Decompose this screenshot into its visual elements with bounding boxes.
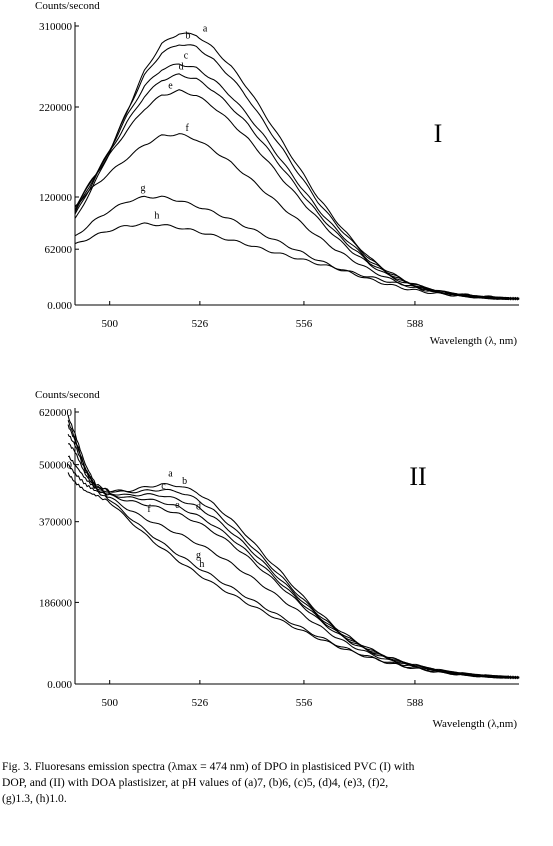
y-tick-label: 500000: [39, 460, 73, 472]
series-line-e: [68, 443, 520, 679]
series-line-b: [67, 415, 520, 679]
x-axis-title: Wavelength (λ,nm): [433, 718, 518, 730]
series-line-g: [67, 464, 520, 680]
y-tick-label: 186000: [39, 597, 73, 609]
x-tick-label: 500: [101, 697, 118, 709]
series-line-d: [67, 434, 520, 680]
series-line-a: [74, 32, 520, 301]
series-label-h: h: [199, 559, 204, 570]
series-line-h: [74, 222, 520, 300]
x-tick-label: 500: [101, 318, 118, 330]
series-label-e: e: [168, 80, 173, 91]
x-tick-label: 588: [407, 697, 424, 709]
series-line-b: [74, 44, 520, 300]
series-label-g: g: [196, 550, 201, 561]
y-tick-label: 310000: [39, 21, 73, 33]
series-label-h: h: [154, 210, 159, 221]
figure-canvas: 0.000 62000 120000 220000 310000 500 526 556 588…: [35, 0, 520, 730]
y-axis-title: Counts/second: [35, 0, 100, 12]
series-label-a: a: [168, 469, 173, 480]
series-label-b: b: [182, 476, 187, 487]
x-tick-label: 526: [192, 318, 209, 330]
series-line-g: [74, 195, 520, 301]
x-tick-label: 526: [192, 697, 209, 709]
series-label-d: d: [196, 502, 201, 513]
series-label-c: c: [161, 481, 166, 492]
y-tick-label: 62000: [45, 244, 73, 256]
series-line-c: [67, 424, 520, 680]
series-label-b: b: [186, 31, 191, 42]
y-tick-label: 0.000: [47, 300, 72, 312]
panel-label: I: [434, 119, 443, 148]
series-label-f: f: [186, 123, 190, 134]
series-line-d: [74, 73, 520, 301]
series-label-e: e: [175, 500, 180, 511]
y-tick-label: 370000: [39, 517, 73, 529]
y-tick-label: 620000: [39, 407, 73, 419]
caption-line-3: (g)1.3, (h)1.0.: [2, 792, 67, 805]
series-line-e: [74, 89, 520, 300]
figure-caption: Fig. 3. Fluoresans emission spectra (λma…: [2, 759, 551, 807]
y-tick-label: 120000: [39, 192, 73, 204]
panel-I: 0.000 62000 120000 220000 310000 500 526 556 588…: [35, 0, 520, 347]
series-label-c: c: [184, 50, 189, 61]
caption-line-2: DOP, and (II) with DOA plastisizer, at p…: [2, 776, 389, 789]
y-tick-label: 220000: [39, 102, 73, 114]
panel-label: II: [409, 462, 426, 491]
x-tick-label: 588: [407, 318, 424, 330]
series-line-h: [67, 472, 520, 679]
y-tick-label: 0.000: [47, 679, 72, 691]
series-line-a: [67, 420, 520, 679]
series-line-f: [74, 133, 520, 301]
series-label-d: d: [179, 62, 184, 73]
x-tick-label: 556: [296, 697, 313, 709]
caption-line-1: Fig. 3. Fluoresans emission spectra (λma…: [2, 760, 415, 773]
panel-II: 0.000 186000 370000 500000 620000 500 526 556 58…: [35, 389, 520, 730]
y-axis-title: Counts/second: [35, 389, 100, 401]
series-label-g: g: [140, 183, 145, 194]
series-label-f: f: [147, 504, 151, 515]
x-tick-label: 556: [296, 318, 313, 330]
series-label-a: a: [203, 24, 208, 35]
x-axis-title: Wavelength (λ, nm): [430, 335, 518, 347]
